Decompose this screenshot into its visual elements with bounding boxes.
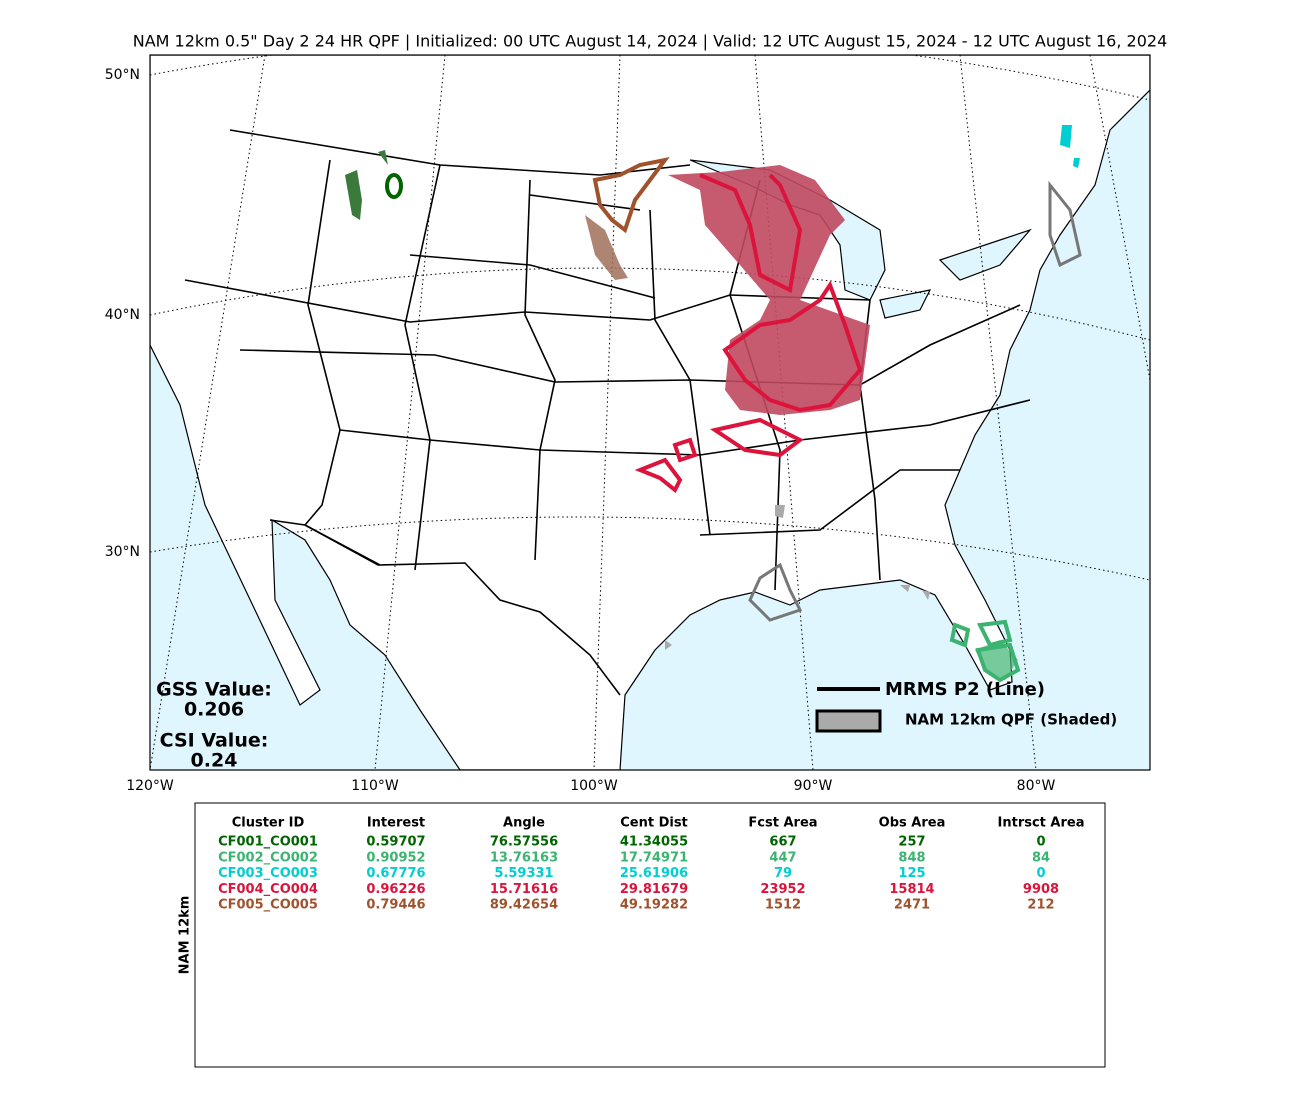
legend: MRMS P2 (Line) NAM 12km QPF (Shaded) — [815, 679, 1117, 733]
table-cell: 79 — [774, 866, 792, 881]
table-cell: CF002_CO002 — [218, 850, 318, 865]
table-cell: 0.96226 — [366, 882, 425, 897]
legend-text: NAM 12km QPF (Shaded) — [905, 711, 1117, 729]
table-cell: 25.61906 — [620, 866, 688, 881]
table-cell: 257 — [898, 835, 925, 850]
clusters — [345, 125, 1082, 683]
legend-swatch — [815, 709, 882, 733]
scores: GSS Value: 0.206 CSI Value: 0.24 — [156, 679, 272, 772]
legend-text: MRMS P2 (Line) — [885, 679, 1045, 700]
table-cell: 84 — [1032, 850, 1050, 865]
lon-label: 80°W — [1017, 778, 1056, 794]
land — [150, 55, 1150, 770]
table-cell: 0.67776 — [366, 866, 425, 881]
table-cell: 667 — [769, 835, 796, 850]
table-cell: CF003_CO003 — [218, 866, 318, 881]
table-cell: 0 — [1036, 866, 1045, 881]
lat-label: 50°N — [105, 67, 140, 83]
table-cell: 15.71616 — [490, 882, 558, 897]
table-header: Angle — [503, 816, 545, 831]
table-cell: 212 — [1027, 898, 1054, 913]
table-header: Cent Dist — [620, 816, 688, 831]
map-frame — [149, 54, 1151, 771]
table-header: Cluster ID — [232, 816, 305, 831]
table-cell: 0.79446 — [366, 898, 425, 913]
lon-label: 110°W — [351, 778, 399, 794]
gss-label: GSS Value: — [156, 679, 272, 701]
table-cell: 848 — [898, 850, 925, 865]
csi-label: CSI Value: — [160, 730, 269, 752]
lon-label: 120°W — [126, 778, 174, 794]
graticule — [150, 55, 1150, 770]
table: Cluster ID Interest Angle Cent Dist Fcst Are… — [218, 816, 1084, 913]
table-cell: 17.74971 — [620, 850, 688, 865]
csi-value: 0.24 — [191, 750, 238, 772]
table-cell: 0.59707 — [366, 835, 425, 850]
table-cell: 23952 — [760, 882, 805, 897]
table-header: Fcst Area — [748, 816, 817, 831]
lon-label: 100°W — [570, 778, 618, 794]
table-cell: 1512 — [765, 898, 801, 913]
title: NAM 12km 0.5" Day 2 24 HR QPF | Initiali… — [133, 32, 1168, 51]
table-cell: CF004_CO004 — [218, 882, 318, 897]
lat-label: 30°N — [105, 544, 140, 560]
table-cell: 5.59331 — [494, 866, 553, 881]
table-cell: 29.81679 — [620, 882, 688, 897]
table-cell: 76.57556 — [490, 835, 558, 850]
table-cell: 49.19282 — [620, 898, 688, 913]
table-cell: CF001_CO001 — [218, 835, 318, 850]
table-side-label: NAM 12km — [178, 896, 193, 975]
gss-value: 0.206 — [184, 699, 244, 721]
table-cell: 125 — [898, 866, 925, 881]
table-cell: 447 — [769, 850, 796, 865]
table-cell: 2471 — [894, 898, 930, 913]
table-header: Intrsct Area — [998, 816, 1085, 831]
table-cell: 13.76163 — [490, 850, 558, 865]
table-cell: 89.42654 — [490, 898, 558, 913]
lon-label: 90°W — [794, 778, 833, 794]
table-cell: 15814 — [889, 882, 934, 897]
table-header: Obs Area — [879, 816, 946, 831]
table-cell: CF005_CO005 — [218, 898, 318, 913]
map — [150, 55, 1150, 770]
table-cell: 41.34055 — [620, 835, 688, 850]
table-frame — [194, 802, 1106, 1068]
table-cell: 0 — [1036, 835, 1045, 850]
table-cell: 9908 — [1023, 882, 1059, 897]
lat-label: 40°N — [105, 307, 140, 323]
table-header: Interest — [367, 816, 425, 831]
table-cell: 0.90952 — [366, 850, 425, 865]
